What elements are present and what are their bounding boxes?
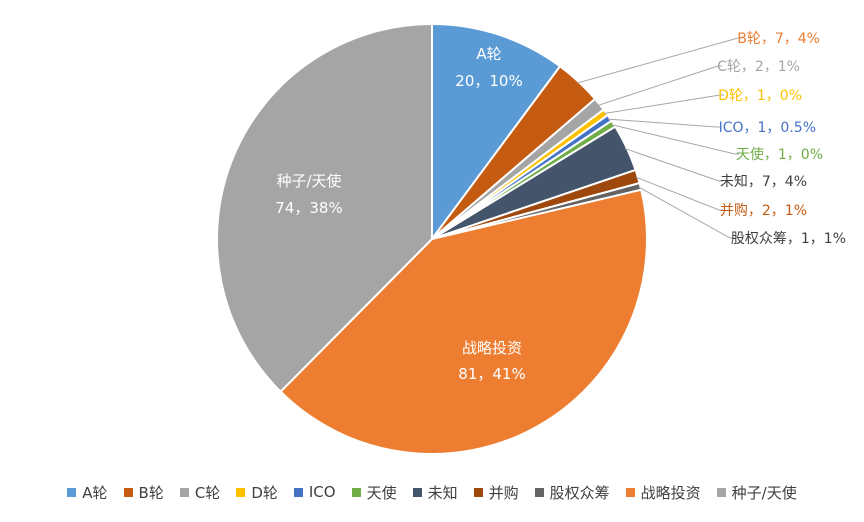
legend-swatch <box>412 487 422 497</box>
data-label-1: B轮，7，4% <box>737 31 820 47</box>
legend-swatch <box>179 487 189 497</box>
legend-item-8: 股权众筹 <box>534 482 610 503</box>
legend-label: 并购 <box>488 483 519 502</box>
leader-line-1 <box>576 37 742 84</box>
legend-label: 种子/天使 <box>731 483 797 502</box>
legend-label: 未知 <box>427 483 458 502</box>
data-label-6: 未知，7，4% <box>720 173 807 190</box>
pie-slice-10 <box>216 22 433 394</box>
legend-label: 天使 <box>366 483 397 502</box>
legend-swatch <box>67 487 77 497</box>
legend-item-7: 并购 <box>473 482 519 503</box>
legend-swatch <box>473 487 483 497</box>
legend-item-2: C轮 <box>179 482 221 503</box>
leader-line-2 <box>597 65 722 106</box>
legend-item-4: ICO <box>293 483 336 501</box>
pie-slices <box>216 22 648 455</box>
pie-slice-9 <box>279 188 648 455</box>
pie-slice-0 <box>431 22 562 243</box>
legend-label: C轮 <box>194 483 221 502</box>
legend-label: D轮 <box>251 483 278 502</box>
legend-item-6: 未知 <box>412 482 458 503</box>
data-label-10-value: 74，38% <box>275 199 342 217</box>
data-label-5: 天使，1，0% <box>736 146 823 163</box>
leader-line-4 <box>607 118 720 128</box>
legend-label: 战略投资 <box>640 483 701 502</box>
data-label-8: 股权众筹，1，1% <box>731 230 846 247</box>
data-label-0-value: 20，10% <box>455 72 522 90</box>
data-label-10-name: 种子/天使 <box>276 172 341 190</box>
leader-line-6 <box>624 148 723 182</box>
leader-line-7 <box>635 176 723 211</box>
legend-label: 股权众筹 <box>549 483 610 502</box>
chart-legend: A轮 B轮 C轮 D轮 ICO 天使 未知 并购 股权众筹 战略投资 种子/天使 <box>0 480 864 504</box>
legend-item-10: 种子/天使 <box>716 482 797 503</box>
legend-item-0: A轮 <box>67 482 108 503</box>
legend-item-1: B轮 <box>123 482 164 503</box>
leader-lines <box>576 37 742 239</box>
legend-swatch <box>123 487 133 497</box>
leader-line-5 <box>611 124 739 155</box>
data-label-2: C轮，2，1% <box>717 59 800 75</box>
legend-swatch <box>534 487 544 497</box>
legend-swatch <box>236 487 246 497</box>
data-label-7: 并购，2，1% <box>720 203 807 219</box>
leader-line-8 <box>638 186 734 239</box>
legend-label: ICO <box>308 483 336 501</box>
data-label-9-value: 81，41% <box>458 365 525 383</box>
legend-label: B轮 <box>138 483 164 502</box>
legend-swatch <box>716 487 726 497</box>
data-label-4: ICO，1，0.5% <box>719 120 816 136</box>
legend-item-3: D轮 <box>236 482 278 503</box>
legend-item-5: 天使 <box>351 482 397 503</box>
legend-swatch <box>625 487 635 497</box>
data-label-0-name: A轮 <box>476 45 501 63</box>
legend-label: A轮 <box>82 483 108 502</box>
leader-line-3 <box>604 94 724 115</box>
data-labels: A轮 20，10% B轮，7，4% C轮，2，1% D轮，1，0% ICO，1，0.5% 天… <box>275 31 846 383</box>
legend-swatch <box>351 487 361 497</box>
legend-swatch <box>293 487 303 497</box>
data-label-9-name: 战略投资 <box>462 339 522 357</box>
data-label-3: D轮，1，0% <box>718 88 802 104</box>
legend-item-9: 战略投资 <box>625 482 701 503</box>
